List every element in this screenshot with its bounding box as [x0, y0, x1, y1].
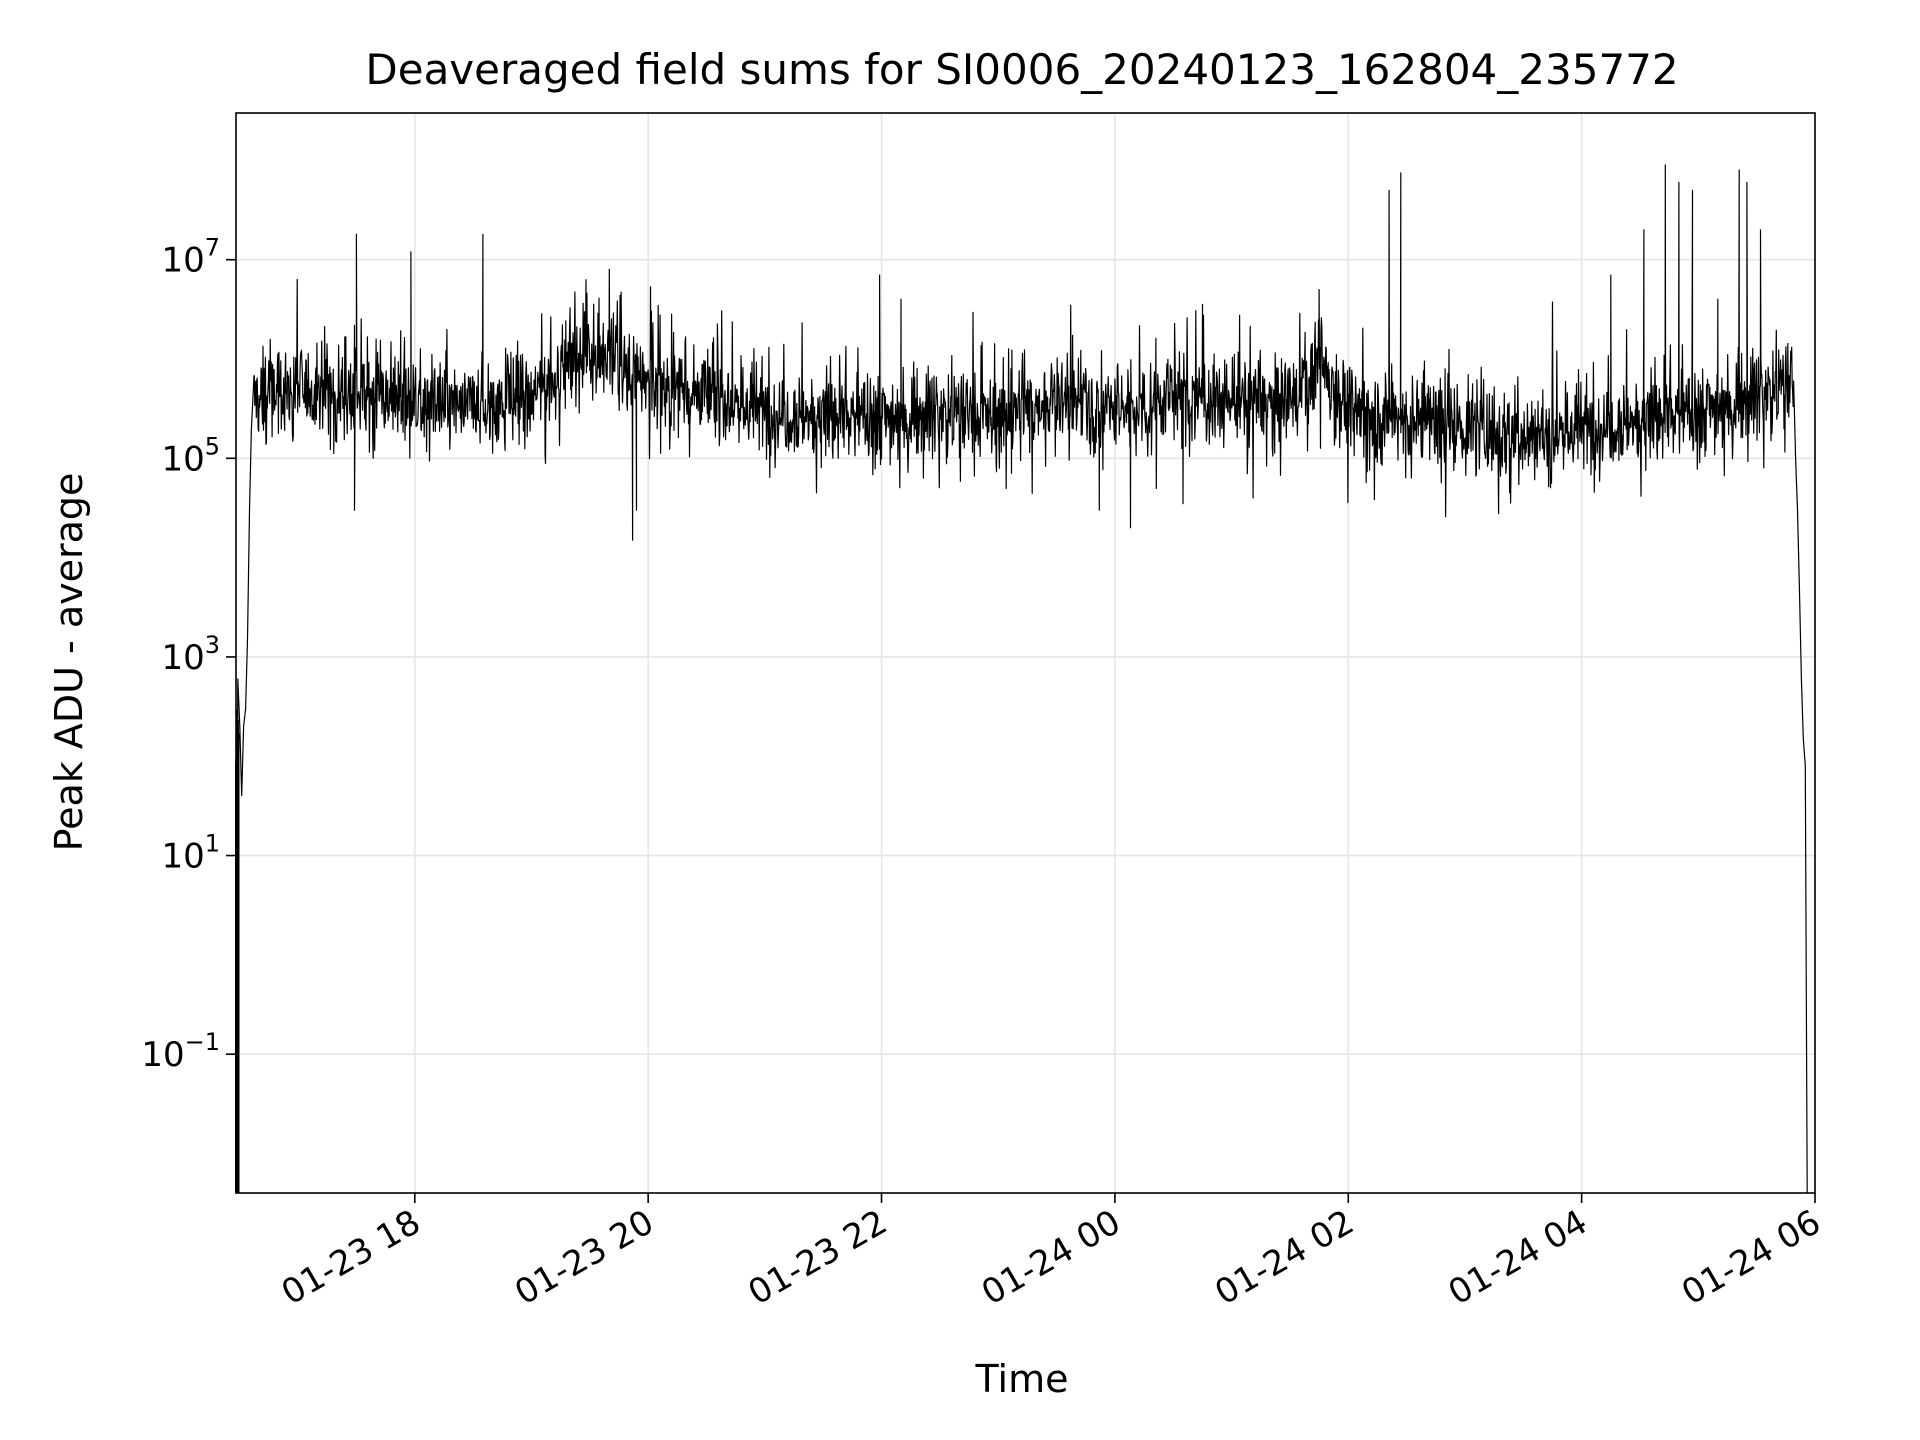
y-tick-exponent: 5 — [205, 432, 220, 460]
y-tick-exponent: 3 — [205, 631, 220, 659]
y-tick-base: 10 — [161, 837, 204, 877]
y-tick-label: 105 — [161, 432, 220, 479]
series-line — [235, 164, 1808, 1194]
y-tick-base: 10 — [161, 241, 204, 281]
y-tick-base: 10 — [161, 638, 204, 678]
y-tick-label: 107 — [161, 234, 220, 281]
y-tick-base: 10 — [141, 1035, 184, 1075]
x-axis-label: Time — [975, 1357, 1069, 1401]
y-tick-label: 10−1 — [141, 1028, 220, 1075]
y-tick-exponent: 1 — [205, 830, 220, 858]
y-tick-exponent: −1 — [185, 1028, 220, 1056]
chart-title: Deaveraged field sums for SI0006_2024012… — [365, 45, 1678, 94]
y-axis-label: Peak ADU - average — [47, 473, 91, 852]
y-tick-exponent: 7 — [205, 234, 220, 262]
y-tick-label: 103 — [161, 631, 220, 678]
grid-lines — [236, 113, 1816, 1193]
plot-frame — [235, 112, 1816, 1194]
y-tick-label: 101 — [161, 830, 220, 877]
y-tick-base: 10 — [161, 439, 204, 479]
